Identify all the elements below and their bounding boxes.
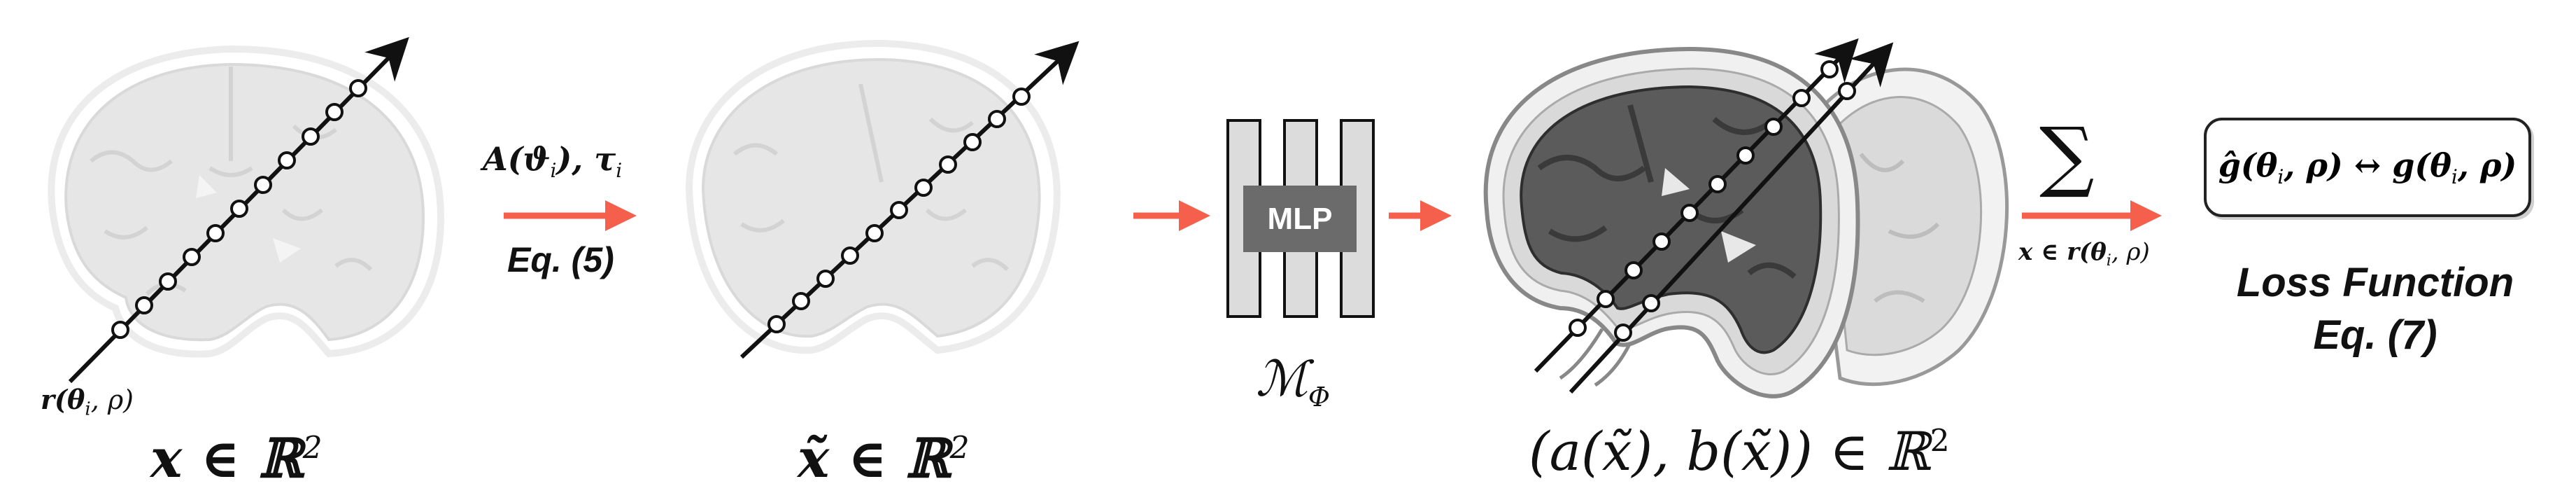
x-label: x ∈ ℝ2 [150, 427, 323, 489]
arrow-to-mlp [1133, 200, 1210, 231]
sum-subscript: x ∈ r(θi, ρ) [2018, 238, 2150, 270]
eq5-label: Eq. (5) [507, 240, 614, 279]
loss-title: Loss Function [2236, 260, 2514, 305]
arrow-transform [504, 200, 637, 231]
ab-label: (a(x̃), b(x̃)) ∈ ℝ2 [1529, 420, 1950, 482]
loss-box: ĝ(θi, ρ) ↔ g(θi, ρ) [2204, 118, 2531, 217]
xt-label: x̃ ∈ ℝ2 [798, 427, 970, 489]
model-label: ℳΦ [1256, 350, 1331, 412]
ray-2 [739, 41, 1080, 359]
arrow-sum [2022, 200, 2162, 231]
loss-expression: ĝ(θi, ρ) ↔ g(θi, ρ) [2218, 146, 2517, 189]
ray-3 [1534, 38, 1894, 394]
ray-label: r(θi, ρ) [41, 384, 134, 420]
sum-symbol: ∑ [2039, 111, 2095, 200]
loss-eq: Eq. (7) [2313, 312, 2437, 358]
brain-image-2 [685, 39, 1061, 354]
brain-image-3-back [1810, 67, 2009, 387]
transform-label: A(ϑi), τi [483, 140, 623, 183]
arrow-from-mlp [1389, 200, 1452, 231]
mlp-chip-label: MLP [1243, 186, 1357, 252]
ray-1 [68, 36, 409, 384]
